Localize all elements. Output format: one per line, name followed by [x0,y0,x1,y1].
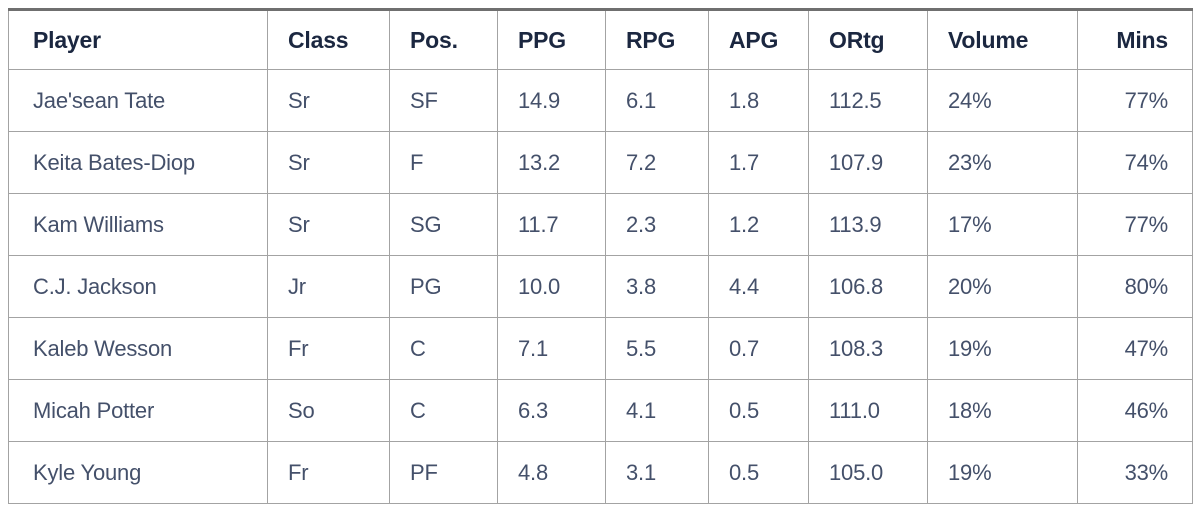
cell-player: Keita Bates-Diop [8,131,268,194]
column-header-player: Player [8,9,268,70]
cell-rpg: 6.1 [605,69,709,132]
cell-class: Jr [267,255,390,318]
cell-volume: 17% [927,193,1078,256]
cell-pos: F [389,131,498,194]
cell-apg: 0.5 [708,441,809,504]
cell-class: Sr [267,69,390,132]
cell-rpg: 3.1 [605,441,709,504]
cell-class: Sr [267,193,390,256]
column-header-apg: APG [708,9,809,70]
column-header-ppg: PPG [497,9,606,70]
cell-ortg: 111.0 [808,379,928,442]
table-body: Jae'sean Tate Sr SF 14.9 6.1 1.8 112.5 24% 77% Ke… [8,69,1193,504]
cell-apg: 1.8 [708,69,809,132]
column-header-class: Class [267,9,390,70]
cell-pos: PF [389,441,498,504]
table-row: Jae'sean Tate Sr SF 14.9 6.1 1.8 112.5 24% 77% [8,69,1193,132]
cell-player: Kaleb Wesson [8,317,268,380]
cell-ppg: 6.3 [497,379,606,442]
column-header-volume: Volume [927,9,1078,70]
cell-mins: 80% [1077,255,1193,318]
cell-ppg: 10.0 [497,255,606,318]
cell-ortg: 113.9 [808,193,928,256]
cell-mins: 77% [1077,193,1193,256]
cell-ortg: 105.0 [808,441,928,504]
cell-apg: 4.4 [708,255,809,318]
cell-player: Micah Potter [8,379,268,442]
cell-ortg: 112.5 [808,69,928,132]
cell-class: So [267,379,390,442]
column-header-mins: Mins [1077,9,1193,70]
cell-player: Jae'sean Tate [8,69,268,132]
cell-pos: PG [389,255,498,318]
cell-ppg: 11.7 [497,193,606,256]
column-header-pos: Pos. [389,9,498,70]
cell-apg: 0.7 [708,317,809,380]
cell-mins: 74% [1077,131,1193,194]
cell-class: Sr [267,131,390,194]
table-row: Micah Potter So C 6.3 4.1 0.5 111.0 18% 46% [8,379,1193,442]
cell-class: Fr [267,317,390,380]
cell-ppg: 14.9 [497,69,606,132]
cell-pos: SG [389,193,498,256]
cell-pos: SF [389,69,498,132]
cell-player: C.J. Jackson [8,255,268,318]
cell-ortg: 106.8 [808,255,928,318]
header-row: Player Class Pos. PPG RPG APG ORtg Volume Mins [8,9,1193,70]
cell-player: Kyle Young [8,441,268,504]
cell-mins: 77% [1077,69,1193,132]
cell-volume: 23% [927,131,1078,194]
cell-mins: 47% [1077,317,1193,380]
cell-apg: 1.7 [708,131,809,194]
cell-rpg: 5.5 [605,317,709,380]
column-header-rpg: RPG [605,9,709,70]
table-row: C.J. Jackson Jr PG 10.0 3.8 4.4 106.8 20% 80% [8,255,1193,318]
cell-pos: C [389,317,498,380]
table-row: Kam Williams Sr SG 11.7 2.3 1.2 113.9 17% 77% [8,193,1193,256]
cell-rpg: 2.3 [605,193,709,256]
table-row: Kaleb Wesson Fr C 7.1 5.5 0.7 108.3 19% 47% [8,317,1193,380]
cell-rpg: 4.1 [605,379,709,442]
cell-class: Fr [267,441,390,504]
table-row: Keita Bates-Diop Sr F 13.2 7.2 1.7 107.9 23% 74% [8,131,1193,194]
cell-volume: 19% [927,441,1078,504]
cell-pos: C [389,379,498,442]
cell-volume: 20% [927,255,1078,318]
cell-player: Kam Williams [8,193,268,256]
cell-ppg: 13.2 [497,131,606,194]
cell-mins: 46% [1077,379,1193,442]
player-stats-table: Player Class Pos. PPG RPG APG ORtg Volume Mins J… [8,8,1193,504]
cell-ppg: 7.1 [497,317,606,380]
cell-ortg: 107.9 [808,131,928,194]
cell-volume: 18% [927,379,1078,442]
cell-apg: 0.5 [708,379,809,442]
cell-volume: 24% [927,69,1078,132]
table-row: Kyle Young Fr PF 4.8 3.1 0.5 105.0 19% 33% [8,441,1193,504]
cell-rpg: 3.8 [605,255,709,318]
cell-mins: 33% [1077,441,1193,504]
cell-apg: 1.2 [708,193,809,256]
cell-rpg: 7.2 [605,131,709,194]
cell-ortg: 108.3 [808,317,928,380]
cell-volume: 19% [927,317,1078,380]
column-header-ortg: ORtg [808,9,928,70]
cell-ppg: 4.8 [497,441,606,504]
